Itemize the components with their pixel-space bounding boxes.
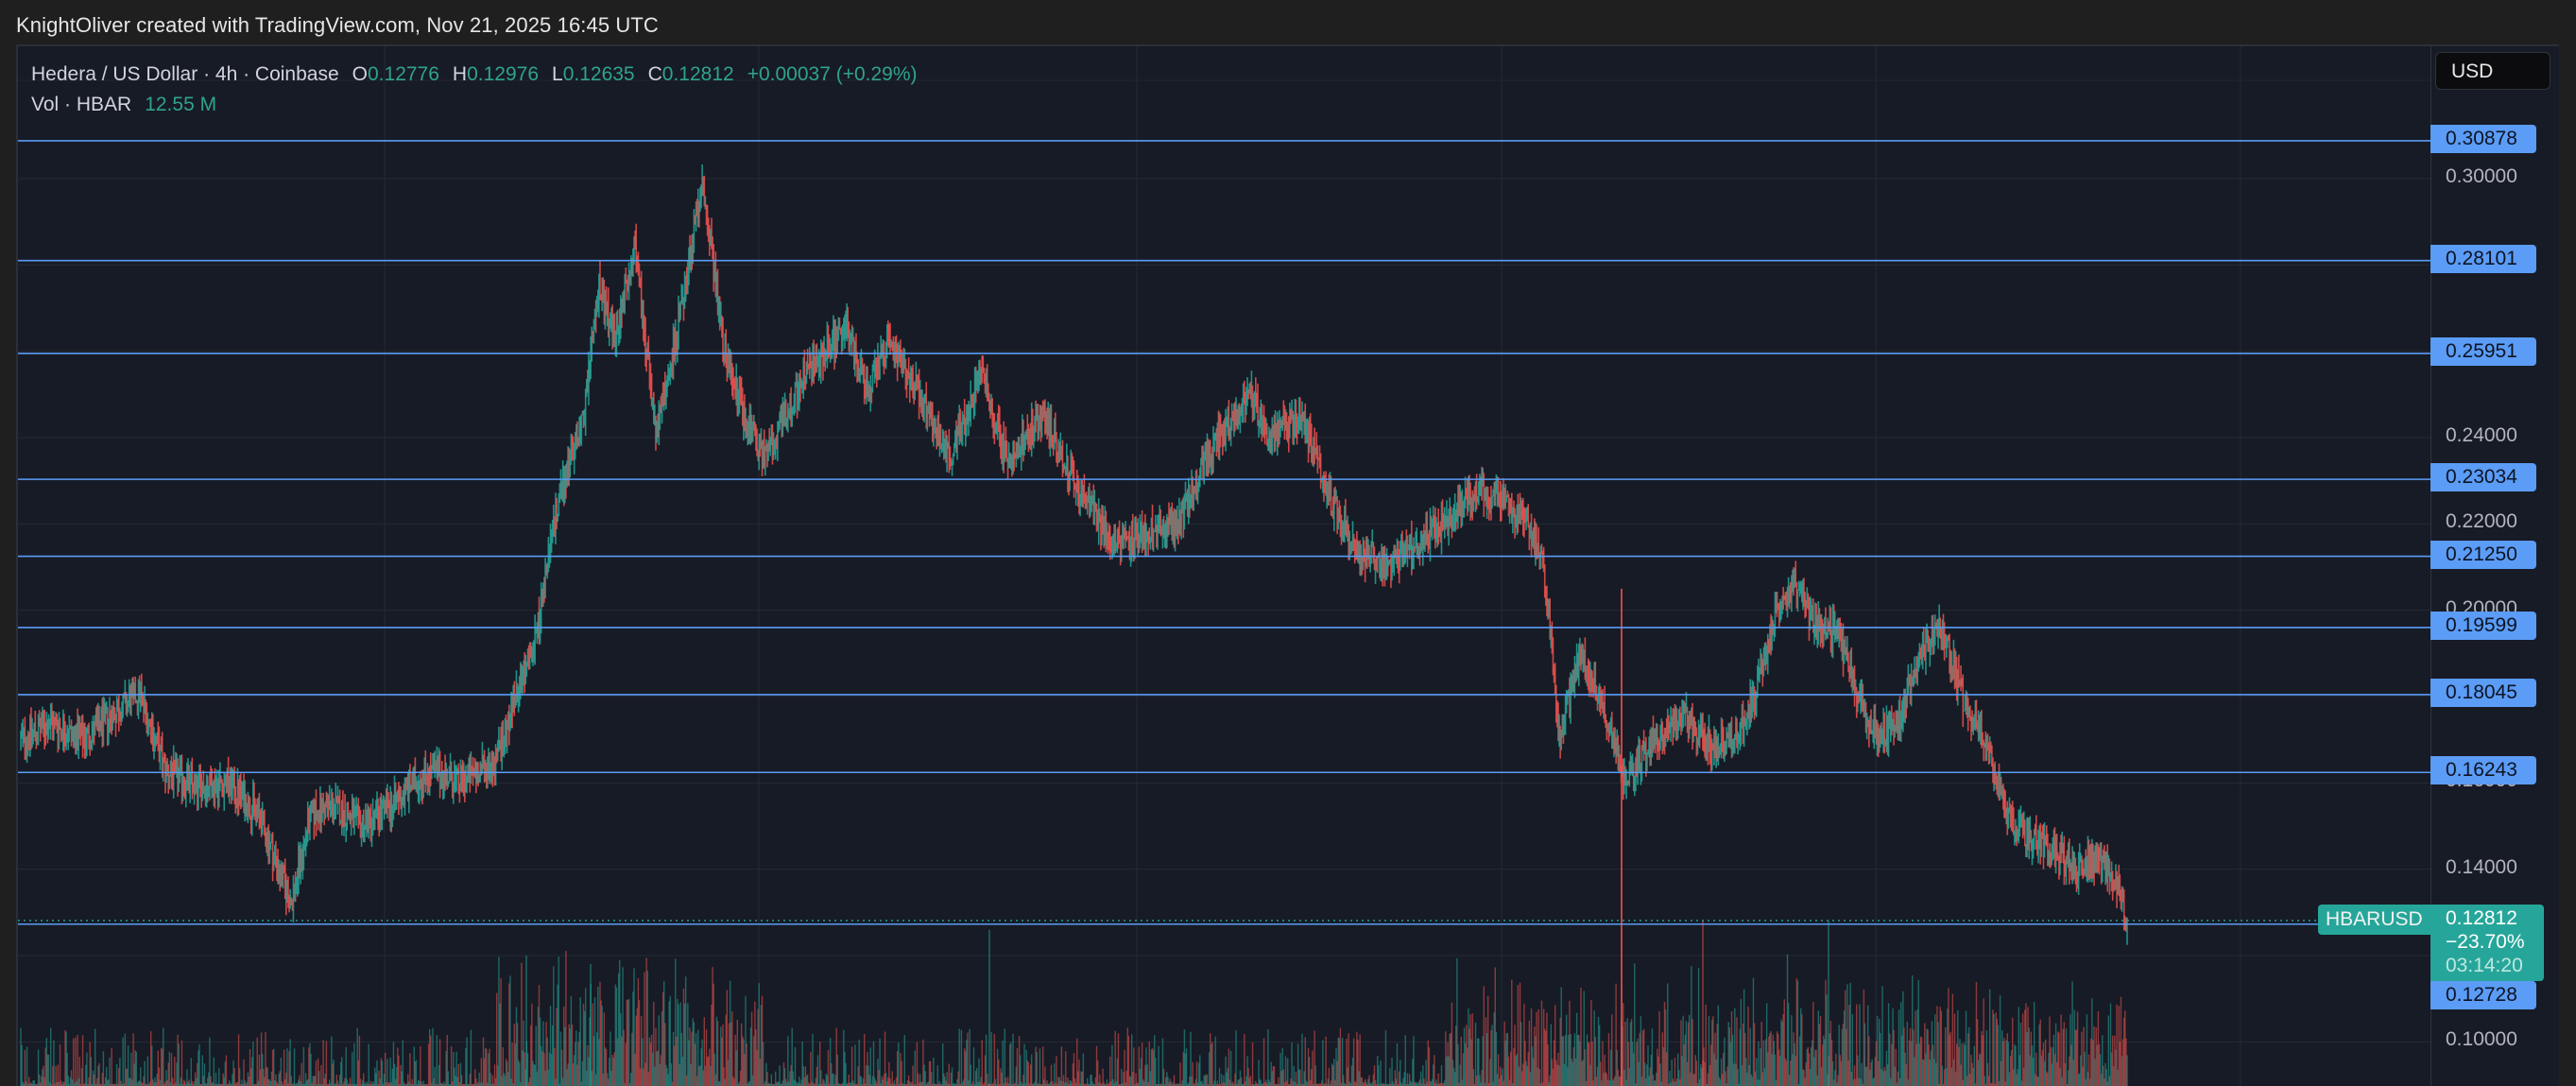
open-label: O xyxy=(352,63,368,85)
level-price-label[interactable]: 0.23034 xyxy=(2430,463,2536,492)
chart-plot-area[interactable]: Hedera / US Dollar · 4h · Coinbase O 0.1… xyxy=(18,46,2430,1086)
level-price-label[interactable]: 0.16243 xyxy=(2430,756,2536,785)
candlestick-chart xyxy=(18,46,2430,1086)
open-value: 0.12776 xyxy=(368,63,439,85)
period-change: −23.70% xyxy=(2446,931,2525,953)
level-price-label[interactable]: 0.28101 xyxy=(2430,244,2536,273)
price-tick: 0.30000 xyxy=(2446,165,2517,187)
level-price-label[interactable]: 0.12728 xyxy=(2430,981,2536,1009)
level-price-label[interactable]: 0.30878 xyxy=(2430,124,2536,153)
close-label: C xyxy=(647,63,662,85)
level-price-label[interactable]: 0.19599 xyxy=(2430,611,2536,640)
level-price-label[interactable]: 0.18045 xyxy=(2430,678,2536,707)
high-label: H xyxy=(452,63,468,85)
close-value: 0.12812 xyxy=(661,63,734,85)
symbol-tag: HBARUSD xyxy=(2318,905,2430,935)
volume-label[interactable]: Vol · HBAR xyxy=(31,94,132,115)
level-price-label[interactable]: 0.25951 xyxy=(2430,336,2536,366)
currency-button[interactable]: USD xyxy=(2435,52,2550,90)
price-tick: 0.22000 xyxy=(2446,510,2517,533)
last-price: 0.12812 xyxy=(2446,907,2517,929)
low-label: L xyxy=(552,63,563,85)
price-tick: 0.10000 xyxy=(2446,1028,2517,1051)
chart-frame: Hedera / US Dollar · 4h · Coinbase O 0.1… xyxy=(16,44,2559,1086)
change-value: +0.00037 (+0.29%) xyxy=(747,63,918,85)
level-price-label[interactable]: 0.21250 xyxy=(2430,540,2536,569)
attribution-text: KnightOliver created with TradingView.co… xyxy=(16,13,659,37)
symbol-description[interactable]: Hedera / US Dollar · 4h · Coinbase xyxy=(31,63,339,85)
last-price-box: 0.12812 −23.70% 03:14:20 xyxy=(2430,905,2544,981)
volume-row: Vol · HBAR 12.55 M xyxy=(31,90,918,120)
volume-value: 12.55 M xyxy=(145,94,217,115)
price-tick: 0.14000 xyxy=(2446,855,2517,878)
price-tick: 0.24000 xyxy=(2446,424,2517,446)
high-value: 0.12976 xyxy=(467,63,540,85)
chart-legend: Hedera / US Dollar · 4h · Coinbase O 0.1… xyxy=(31,60,918,120)
low-value: 0.12635 xyxy=(562,63,635,85)
ohlc-row: Hedera / US Dollar · 4h · Coinbase O 0.1… xyxy=(31,60,918,90)
bar-countdown: 03:14:20 xyxy=(2446,955,2523,976)
